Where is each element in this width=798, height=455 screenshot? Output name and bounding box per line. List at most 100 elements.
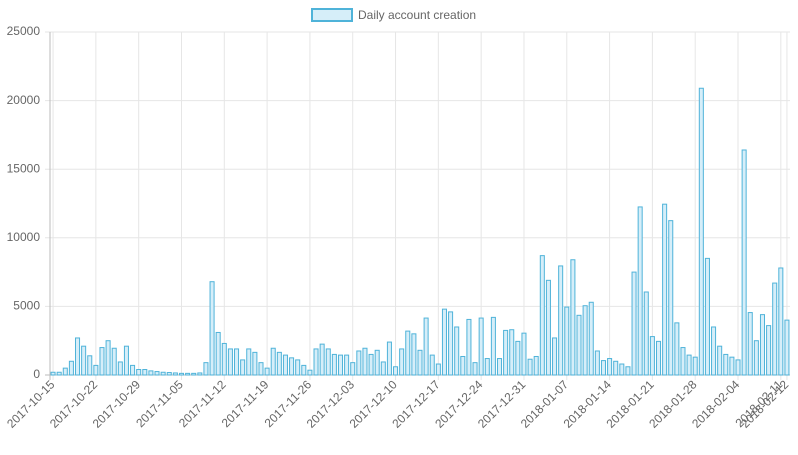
bar — [350, 362, 356, 376]
bar — [619, 363, 625, 376]
bar — [698, 87, 704, 376]
bar — [600, 360, 606, 376]
y-tick-label: 0 — [33, 367, 40, 381]
bar — [399, 348, 405, 376]
bar — [668, 220, 674, 376]
bar — [655, 340, 662, 376]
y-tick-label: 15000 — [7, 161, 41, 175]
bar — [313, 348, 319, 376]
bar — [582, 305, 588, 376]
bar — [411, 333, 417, 376]
bar — [160, 371, 166, 376]
bar — [686, 354, 692, 376]
bar — [221, 342, 227, 376]
bar — [209, 281, 215, 376]
bar — [307, 369, 313, 376]
bar — [607, 358, 613, 376]
bar — [429, 354, 435, 376]
bar — [509, 329, 515, 376]
bar — [203, 362, 209, 376]
bar — [753, 340, 759, 376]
bar — [729, 356, 735, 376]
bar — [289, 357, 295, 376]
bar — [142, 369, 148, 376]
bar — [772, 282, 778, 376]
bar — [484, 358, 490, 376]
bar — [692, 356, 698, 376]
bar — [435, 363, 441, 376]
bar — [270, 347, 276, 376]
bar — [258, 362, 264, 376]
bar — [711, 326, 717, 376]
bar — [227, 348, 233, 376]
bar — [136, 369, 142, 376]
bar — [356, 350, 362, 376]
bar — [276, 351, 282, 376]
bar — [178, 372, 185, 376]
bar — [93, 364, 99, 376]
bar — [111, 347, 117, 376]
bar — [674, 322, 680, 376]
bar — [735, 359, 741, 376]
bar — [778, 267, 784, 376]
bar — [521, 332, 527, 376]
bar — [448, 311, 454, 376]
bar — [503, 329, 509, 376]
bar — [454, 326, 460, 376]
bar — [478, 317, 484, 376]
bar — [759, 314, 765, 376]
bar — [643, 291, 649, 376]
bar — [62, 367, 68, 376]
bar — [380, 361, 386, 376]
bar — [588, 301, 594, 376]
bar — [766, 325, 772, 376]
bar — [246, 348, 252, 376]
bar — [68, 360, 74, 376]
bar — [172, 372, 178, 376]
bar — [234, 348, 240, 376]
y-tick-label: 20000 — [7, 93, 41, 107]
bar — [123, 345, 129, 376]
bar — [417, 349, 423, 376]
bar — [166, 372, 172, 376]
bar — [81, 345, 87, 376]
bar — [441, 308, 447, 376]
y-tick-label: 10000 — [7, 230, 41, 244]
bar — [197, 372, 203, 376]
bar — [533, 355, 539, 376]
bar — [423, 317, 429, 376]
bar — [75, 337, 81, 376]
bar — [613, 360, 619, 376]
bar — [405, 330, 411, 376]
bar — [331, 353, 337, 376]
bar — [191, 372, 197, 376]
y-tick-label: 25000 — [7, 24, 41, 38]
bar — [130, 364, 136, 376]
bar — [741, 149, 747, 376]
bar — [717, 345, 723, 376]
bar — [649, 336, 655, 376]
bar — [252, 351, 258, 376]
bar — [680, 347, 686, 376]
bar — [374, 349, 380, 376]
bar — [784, 319, 790, 376]
bar — [148, 370, 154, 376]
bar — [558, 265, 564, 376]
bar — [625, 366, 631, 376]
bar — [117, 361, 123, 376]
bar — [215, 331, 221, 376]
bar — [99, 347, 105, 376]
bar — [662, 203, 668, 376]
bar — [185, 372, 191, 376]
legend-swatch — [311, 8, 353, 22]
bar — [460, 355, 466, 376]
bar — [637, 206, 643, 376]
bar — [545, 279, 551, 376]
bar — [564, 306, 570, 376]
bar — [325, 348, 331, 376]
bar — [496, 358, 503, 376]
x-tick-label: 2018-02-12 — [738, 377, 792, 431]
bar — [386, 341, 392, 376]
bar — [576, 314, 582, 376]
